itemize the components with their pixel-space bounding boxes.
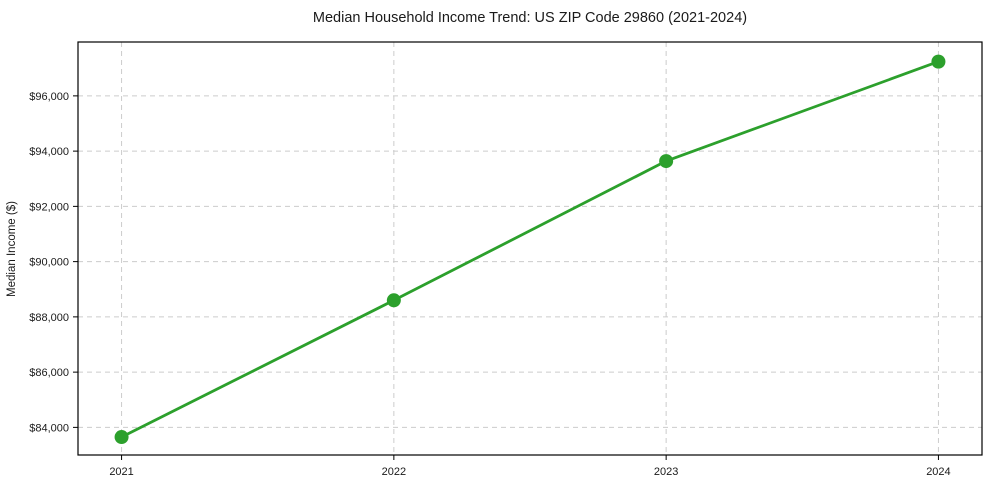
data-point xyxy=(931,54,946,69)
x-tick-label: 2021 xyxy=(109,466,133,478)
y-tick-label: $92,000 xyxy=(29,201,69,213)
x-tick-label: 2024 xyxy=(926,466,950,478)
y-tick-label: $94,000 xyxy=(29,146,69,158)
y-tick-label: $86,000 xyxy=(29,367,69,379)
y-tick-label: $84,000 xyxy=(29,422,69,434)
chart-title: Median Household Income Trend: US ZIP Co… xyxy=(313,10,747,26)
trend-line xyxy=(120,60,940,439)
plot-border xyxy=(77,41,983,456)
x-tick-label: 2022 xyxy=(382,466,406,478)
axes: 2021 2022 2023 2024 $84,000 $86,000 $88,000 $90… xyxy=(29,41,983,478)
y-tick-label: $88,000 xyxy=(29,312,69,324)
data-point xyxy=(659,154,674,169)
y-tick-label: $96,000 xyxy=(29,91,69,103)
y-axis-label: Median Income ($) xyxy=(6,201,18,297)
y-tick-label: $90,000 xyxy=(29,257,69,269)
gridlines xyxy=(78,42,982,455)
x-tick-label: 2023 xyxy=(654,466,678,478)
data-point xyxy=(386,293,401,308)
data-series xyxy=(114,54,946,445)
data-point xyxy=(114,430,129,445)
